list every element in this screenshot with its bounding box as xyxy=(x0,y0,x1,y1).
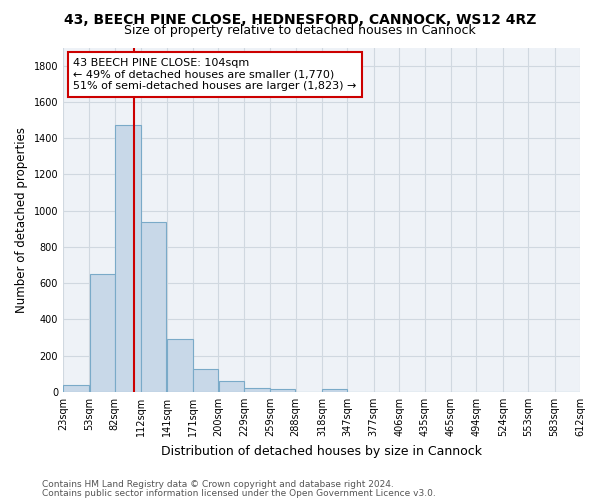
Text: Size of property relative to detached houses in Cannock: Size of property relative to detached ho… xyxy=(124,24,476,37)
Bar xyxy=(218,381,244,392)
Bar xyxy=(271,389,295,392)
Bar xyxy=(63,385,89,392)
X-axis label: Distribution of detached houses by size in Cannock: Distribution of detached houses by size … xyxy=(161,444,482,458)
Bar xyxy=(167,340,193,392)
Text: 43, BEECH PINE CLOSE, HEDNESFORD, CANNOCK, WS12 4RZ: 43, BEECH PINE CLOSE, HEDNESFORD, CANNOC… xyxy=(64,12,536,26)
Bar xyxy=(115,126,141,392)
Text: Contains HM Land Registry data © Crown copyright and database right 2024.: Contains HM Land Registry data © Crown c… xyxy=(42,480,394,489)
Y-axis label: Number of detached properties: Number of detached properties xyxy=(15,126,28,312)
Bar xyxy=(193,370,218,392)
Text: 43 BEECH PINE CLOSE: 104sqm
← 49% of detached houses are smaller (1,770)
51% of : 43 BEECH PINE CLOSE: 104sqm ← 49% of det… xyxy=(73,58,357,91)
Bar xyxy=(244,388,270,392)
Bar xyxy=(322,389,347,392)
Bar xyxy=(141,222,166,392)
Text: Contains public sector information licensed under the Open Government Licence v3: Contains public sector information licen… xyxy=(42,488,436,498)
Bar xyxy=(89,274,115,392)
